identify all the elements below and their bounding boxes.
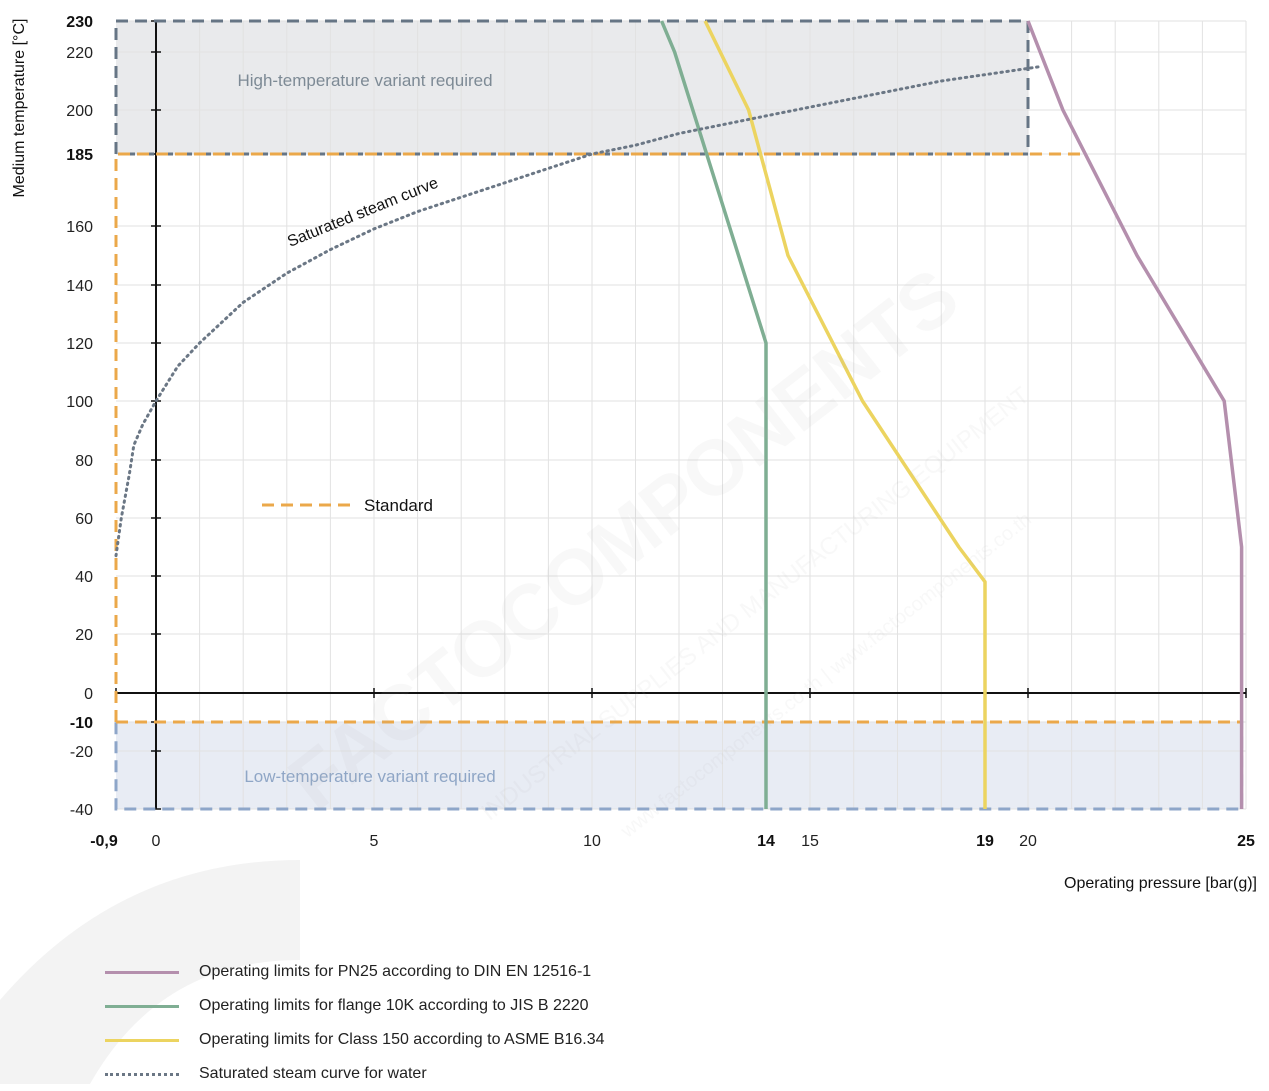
standard-region-border	[114, 152, 1085, 722]
y-tick-label: 140	[66, 278, 93, 295]
x-tick-label: 19	[976, 833, 994, 850]
y-axis-title: Medium temperature [°C]	[11, 19, 28, 198]
legend-swatch	[105, 1004, 179, 1008]
y-tick-label: 100	[66, 394, 93, 411]
legend-item: Operating limits for flange 10K accordin…	[105, 989, 605, 1023]
y-tick-label: -40	[70, 802, 93, 819]
region-fill-high-temp	[116, 21, 1028, 154]
series-line-1	[659, 20, 768, 809]
legend: Operating limits for PN25 according to D…	[105, 955, 605, 1091]
legend-item: Saturated steam curve for water	[105, 1057, 605, 1091]
y-tick-label: 230	[66, 14, 93, 31]
legend-label: Operating limits for flange 10K accordin…	[199, 997, 589, 1014]
y-tick-label: 60	[75, 511, 93, 528]
x-tick-label: 10	[583, 833, 601, 850]
low-temp-region-label: Low-temperature variant required	[244, 767, 495, 786]
y-tick-label: 20	[75, 627, 93, 644]
y-tick-label: 0	[84, 686, 93, 703]
y-tick-label: 160	[66, 219, 93, 236]
series-line-3	[114, 65, 1043, 558]
legend-label: Saturated steam curve for water	[199, 1065, 427, 1082]
standard-label: Standard	[364, 496, 433, 515]
y-tick-label: 220	[66, 45, 93, 62]
y-tick-label: 40	[75, 569, 93, 586]
y-tick-label: 120	[66, 336, 93, 353]
legend-item: Operating limits for Class 150 according…	[105, 1023, 605, 1057]
legend-label: Operating limits for Class 150 according…	[199, 1031, 605, 1048]
x-axis-title: Operating pressure [bar(g)]	[1064, 875, 1257, 892]
x-tick-label: 25	[1237, 833, 1255, 850]
y-tick-label: 200	[66, 103, 93, 120]
legend-item: Operating limits for PN25 according to D…	[105, 955, 605, 989]
x-tick-label: 20	[1019, 833, 1037, 850]
high-temp-region-label: High-temperature variant required	[237, 71, 492, 90]
x-tick-label: 0	[152, 833, 161, 850]
x-tick-label: -0,9	[90, 833, 118, 850]
legend-label: Operating limits for PN25 according to D…	[199, 963, 592, 980]
y-tick-label: -10	[70, 715, 93, 732]
legend-swatch	[105, 1072, 179, 1076]
y-tick-label: 185	[66, 147, 93, 164]
legend-swatch	[105, 1038, 179, 1042]
x-tick-label: 5	[370, 833, 379, 850]
x-tick-label: 14	[757, 833, 775, 850]
x-tick-label: 15	[801, 833, 819, 850]
y-tick-label: -20	[70, 744, 93, 761]
y-tick-label: 80	[75, 453, 93, 470]
series-line-0	[1026, 20, 1244, 809]
legend-swatch	[105, 970, 179, 974]
series-line-2	[703, 20, 987, 809]
region-border-high-temp	[114, 19, 1030, 156]
